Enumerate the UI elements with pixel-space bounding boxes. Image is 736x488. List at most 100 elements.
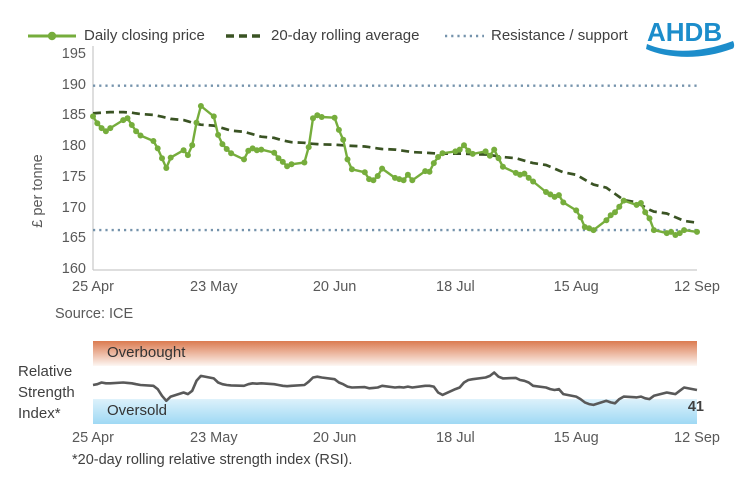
price-marker xyxy=(271,149,278,156)
price-marker xyxy=(525,174,532,181)
price-marker xyxy=(676,230,683,237)
source-note: Source: ICE xyxy=(55,306,134,322)
price-marker xyxy=(370,177,377,184)
price-marker xyxy=(612,209,618,216)
overbought-band xyxy=(93,341,697,366)
oversold-band-label: Oversold xyxy=(107,402,168,419)
y-tick-label: 160 xyxy=(61,261,86,277)
price-marker xyxy=(620,197,627,204)
x-tick-label: 18 Jul xyxy=(436,279,475,295)
price-marker xyxy=(344,156,351,163)
price-marker xyxy=(646,215,653,222)
line-marker-swatch-icon xyxy=(28,31,76,40)
price-marker xyxy=(486,152,493,159)
price-marker xyxy=(318,114,325,120)
dashed-line-swatch-icon xyxy=(226,33,264,38)
price-marker xyxy=(590,227,597,234)
price-marker xyxy=(184,152,191,159)
price-marker xyxy=(301,159,308,166)
y-tick-label: 165 xyxy=(61,230,86,247)
y-tick-label: 195 xyxy=(61,46,86,62)
price-marker xyxy=(128,122,135,128)
price-marker xyxy=(94,120,101,127)
x-tick-label: 20 Jun xyxy=(312,279,357,295)
price-marker xyxy=(275,155,282,162)
price-marker xyxy=(409,177,416,184)
overbought-band-label: Overbought xyxy=(107,344,186,361)
oversold-band xyxy=(93,399,697,424)
x-tick-label: 15 Aug xyxy=(553,279,599,295)
price-marker xyxy=(668,228,675,235)
price-marker xyxy=(404,171,411,178)
price-marker xyxy=(90,113,96,120)
legend-label: 20-day rolling average xyxy=(271,27,420,44)
y-tick-label: 190 xyxy=(61,76,86,93)
price-marker xyxy=(210,113,217,120)
price-marker xyxy=(219,141,226,148)
price-marker xyxy=(102,128,109,135)
rsi-axis-title-line: Strength xyxy=(18,384,75,401)
price-marker xyxy=(491,146,498,153)
rsi-x-tick-label: 15 Aug xyxy=(553,430,599,446)
price-marker xyxy=(465,147,472,154)
price-marker xyxy=(215,131,222,138)
price-marker xyxy=(650,227,657,234)
price-marker xyxy=(361,169,368,176)
price-marker xyxy=(426,168,433,175)
y-tick-label: 180 xyxy=(61,138,86,155)
price-marker xyxy=(197,103,204,109)
price-marker xyxy=(331,114,338,121)
rsi-x-tick-label: 25 Apr xyxy=(72,430,114,446)
footnote: *20-day rolling relative strength index … xyxy=(72,452,353,468)
price-marker xyxy=(461,142,467,149)
y-axis-title: £ per tonne xyxy=(30,154,46,228)
price-marker xyxy=(137,132,144,139)
price-marker xyxy=(495,155,502,162)
price-marker xyxy=(253,147,260,154)
price-marker xyxy=(469,150,476,157)
price-marker xyxy=(439,150,446,157)
price-marker xyxy=(348,166,355,173)
ahdb-logo-text: AHDB xyxy=(647,17,722,47)
x-tick-label: 12 Sep xyxy=(674,279,720,295)
price-marker xyxy=(335,126,342,133)
daily-price-markers xyxy=(90,103,700,238)
price-marker xyxy=(379,165,386,172)
rsi-x-tick-label: 18 Jul xyxy=(436,430,475,446)
rsi-x-tick-label: 12 Sep xyxy=(674,430,720,446)
price-marker xyxy=(573,207,580,214)
price-marker xyxy=(430,160,437,167)
dotted-line-swatch-icon xyxy=(445,34,484,37)
x-tick-label: 23 May xyxy=(190,279,238,295)
price-marker xyxy=(681,227,688,234)
price-marker xyxy=(456,146,463,153)
price-marker xyxy=(279,158,286,165)
price-marker xyxy=(603,217,610,224)
rsi-x-tick-label: 20 Jun xyxy=(312,430,357,446)
legend-item-resistance-support: Resistance / support xyxy=(444,27,628,44)
rsi-axis-title: Relative Strength Index* xyxy=(18,361,75,424)
rsi-axis-title-line: Relative xyxy=(18,363,73,380)
rsi-x-tick-label: 23 May xyxy=(190,430,238,446)
price-marker xyxy=(228,150,235,157)
price-marker xyxy=(607,212,614,219)
price-marker xyxy=(241,156,247,163)
ahdb-logo: AHDB xyxy=(646,17,735,57)
price-marker xyxy=(180,147,187,154)
price-marker xyxy=(98,125,105,132)
price-marker xyxy=(694,228,700,235)
price-marker xyxy=(435,154,442,160)
y-tick-label: 185 xyxy=(61,107,86,124)
price-marker xyxy=(499,163,506,170)
price-marker xyxy=(107,125,114,132)
price-marker xyxy=(258,146,265,153)
price-marker xyxy=(374,173,381,179)
price-marker xyxy=(154,145,161,152)
legend-item-rolling-average: 20-day rolling average xyxy=(226,27,419,44)
rolling-average-line xyxy=(92,110,698,225)
price-marker xyxy=(637,200,644,206)
price-marker xyxy=(577,214,584,221)
y-tick-label: 175 xyxy=(61,168,86,185)
price-marker xyxy=(124,115,131,122)
